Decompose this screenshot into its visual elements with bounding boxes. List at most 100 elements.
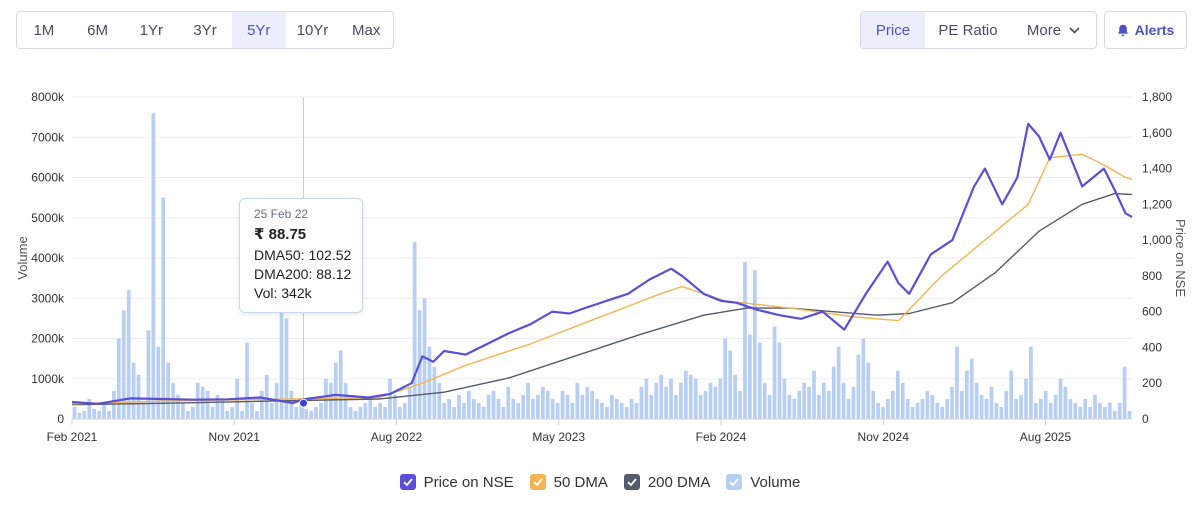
range-button-6m[interactable]: 6M: [87, 21, 108, 39]
more-dropdown[interactable]: More: [1011, 12, 1096, 48]
y-right-axis-title: Price on NSE: [1173, 219, 1188, 297]
volume-bar: [481, 406, 486, 419]
volume-bar: [348, 406, 353, 419]
x-tick-label: Aug 2025: [1020, 430, 1072, 444]
volume-bar: [723, 338, 728, 419]
volume-bar: [462, 402, 466, 419]
volume-bar: [787, 394, 792, 419]
volume-bar: [407, 386, 412, 419]
range-button-1yr[interactable]: 1Yr: [139, 21, 163, 39]
legend-item-volume[interactable]: Volume: [726, 470, 800, 494]
range-button-max[interactable]: Max: [352, 21, 381, 39]
y-left-axis-title: Volume: [15, 236, 30, 279]
checkbox-checked-icon: [529, 474, 546, 490]
volume-bar: [299, 402, 304, 419]
volume-bar: [1058, 378, 1063, 419]
range-button-1m[interactable]: 1M: [33, 21, 55, 39]
volume-bar: [935, 402, 940, 419]
chart-legend: Price on NSE 50 DMA 200 DMA Volume: [0, 470, 1200, 494]
volume-bar: [1014, 398, 1019, 419]
volume-bar: [215, 394, 220, 419]
volume-bar: [812, 370, 816, 419]
range-button-5yr[interactable]: 5Yr: [231, 12, 286, 48]
range-button-10yr[interactable]: 10Yr: [296, 21, 329, 39]
volume-bar: [141, 402, 146, 419]
volume-bar: [555, 402, 560, 419]
volume-bar: [176, 394, 180, 419]
volume-bar: [915, 402, 920, 419]
y-left-tick-label: 0: [57, 412, 64, 426]
volume-bar: [363, 402, 368, 419]
volume-bar: [930, 394, 935, 419]
series-line-200-dma: [71, 192, 1133, 406]
volume-bar: [738, 390, 742, 419]
volume-bar: [590, 390, 595, 419]
volume-bar: [856, 354, 861, 419]
legend-item-50-dma[interactable]: 50 DMA: [529, 470, 608, 494]
volume-bar: [185, 410, 190, 419]
volume-bar: [964, 370, 969, 419]
volume-bar: [126, 290, 131, 419]
volume-bar: [733, 374, 737, 419]
volume-bar: [960, 390, 964, 419]
volume-bar: [1103, 406, 1107, 419]
y-left-tick-label: 3000k: [31, 291, 65, 305]
volume-bar: [1078, 406, 1083, 419]
volume-bar: [565, 394, 570, 419]
tooltip-volume: Vol: 342k: [254, 285, 312, 301]
volume-bar: [585, 386, 590, 419]
volume-bar: [536, 394, 540, 419]
volume-bar: [1009, 370, 1014, 419]
volume-bar: [999, 406, 1004, 419]
volume-bar: [821, 382, 826, 419]
volume-bar: [876, 402, 880, 419]
volume-bar: [540, 386, 545, 419]
volume-bar: [807, 386, 811, 419]
x-tick-label: Nov 2024: [858, 430, 910, 444]
range-button-3yr[interactable]: 3Yr: [193, 21, 217, 39]
chart-view-tabs: Price PE Ratio More: [860, 11, 1097, 49]
x-tick-label: Feb 2024: [696, 430, 747, 444]
tooltip-dma200: DMA200: 88.12: [254, 266, 352, 282]
legend-item-price-on-nse[interactable]: Price on NSE: [399, 470, 514, 494]
volume-bar: [437, 382, 442, 419]
volume-bar: [664, 386, 668, 419]
volume-bar: [575, 382, 580, 419]
volume-bar: [984, 398, 989, 419]
volume-bar: [333, 362, 338, 419]
chevron-down-icon: [1069, 26, 1080, 34]
alerts-button[interactable]: Alerts: [1104, 11, 1187, 49]
volume-bar: [797, 390, 802, 419]
volume-bar: [452, 406, 456, 419]
y-left-tick-label: 4000k: [31, 251, 65, 265]
volume-bar: [486, 394, 491, 419]
volume-bar: [1112, 410, 1117, 419]
volume-bar: [402, 402, 407, 419]
volume-bar: [1063, 386, 1068, 419]
volume-bar: [1068, 398, 1073, 419]
price-volume-chart: 01000k2000k3000k4000k5000k6000k7000k8000…: [15, 90, 1188, 444]
volume-bar: [871, 390, 876, 419]
volume-bar: [467, 390, 471, 419]
volume-bar: [891, 390, 895, 419]
volume-bar: [136, 374, 141, 419]
volume-bar: [314, 406, 318, 419]
volume-bar: [250, 402, 254, 419]
legend-label: Volume: [750, 473, 801, 491]
tab-price[interactable]: Price: [861, 12, 925, 48]
tab-pe-ratio[interactable]: PE Ratio: [938, 21, 998, 39]
volume-bar: [97, 410, 101, 419]
volume-bar: [1127, 410, 1132, 419]
y-right-tick-label: 1,200: [1142, 197, 1172, 211]
x-tick-label: May 2023: [532, 430, 585, 444]
legend-item-200-dma[interactable]: 200 DMA: [623, 470, 710, 494]
volume-bar: [496, 398, 501, 419]
volume-bar: [393, 394, 397, 419]
volume-bar: [609, 394, 614, 419]
bell-icon: [1117, 24, 1128, 36]
volume-bar: [92, 408, 97, 419]
volume-bar: [259, 390, 264, 419]
tooltip-price: ₹ 88.75: [254, 226, 307, 243]
chart-tooltip: 25 Feb 22 ₹ 88.75 DMA50: 102.52 DMA200: …: [239, 198, 363, 313]
volume-bar: [757, 342, 762, 419]
